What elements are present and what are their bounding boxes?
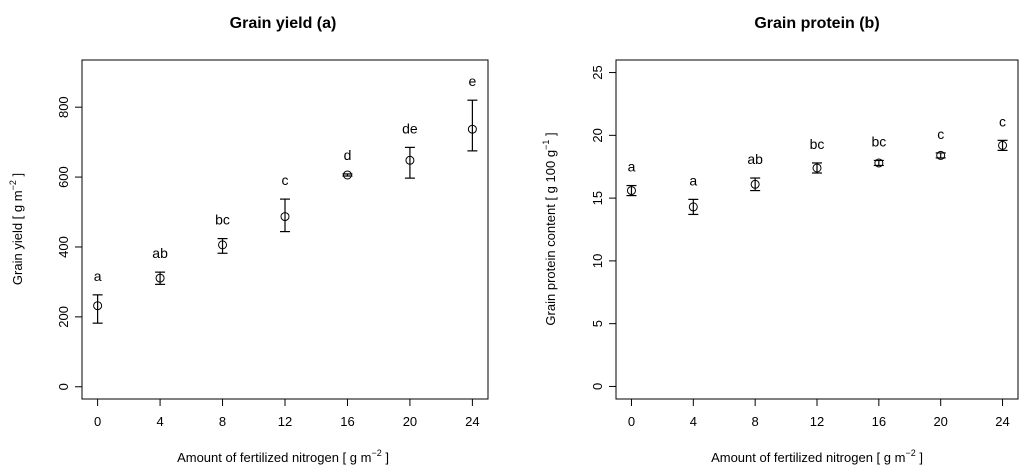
x-tick-label: 24 <box>995 414 1009 429</box>
x-tick-label: 16 <box>340 414 354 429</box>
chart-title: Grain protein (b) <box>754 15 879 32</box>
data-point <box>626 186 636 196</box>
x-tick-label: 20 <box>403 414 417 429</box>
significance-letter: bc <box>871 133 886 149</box>
y-axis-label: Grain protein content [ g 100 g−1 ] <box>541 132 558 325</box>
x-tick-label: 16 <box>872 414 886 429</box>
data-point <box>936 150 946 160</box>
y-tick-label: 0 <box>56 383 71 390</box>
x-tick-label: 8 <box>219 414 226 429</box>
chart-title: Grain yield (a) <box>230 15 337 32</box>
significance-letter: c <box>937 126 944 142</box>
x-tick-label: 20 <box>933 414 947 429</box>
data-marks: a a ab bc bc c c <box>626 113 1008 216</box>
data-point <box>280 212 290 222</box>
data-marks: a ab bc c d de e <box>92 73 478 324</box>
significance-letter: ab <box>152 245 168 261</box>
y-tick-label: 200 <box>56 306 71 328</box>
panel-grain-yield: Grain yield (a) 0 200 400 600 800 0 4 8 12 16 20 2… <box>8 15 489 465</box>
x-tick-label: 12 <box>810 414 824 429</box>
plot-frame <box>615 59 1019 400</box>
significance-letter: a <box>94 268 102 284</box>
significance-letter: a <box>689 172 697 188</box>
x-tick-label: 4 <box>690 414 697 429</box>
significance-letter: a <box>628 159 636 175</box>
x-tick-label: 0 <box>628 414 635 429</box>
x-tick-label: 24 <box>465 414 479 429</box>
y-tick-label: 25 <box>590 65 605 79</box>
data-point <box>342 170 352 180</box>
y-tick-label: 400 <box>56 236 71 258</box>
y-axis: 0 5 10 15 20 25 <box>590 65 616 390</box>
significance-letter: d <box>344 147 352 163</box>
data-point <box>688 202 698 212</box>
x-tick-label: 0 <box>94 414 101 429</box>
y-tick-label: 800 <box>56 96 71 118</box>
y-tick-label: 10 <box>590 254 605 268</box>
significance-letter: e <box>468 73 476 89</box>
significance-letter: de <box>402 120 418 136</box>
x-tick-label: 12 <box>278 414 292 429</box>
x-axis-label: Amount of fertilized nitrogen [ g m−2 ] <box>711 448 923 465</box>
significance-letter: bc <box>215 212 230 228</box>
data-point <box>874 158 884 168</box>
significance-letter: c <box>282 172 289 188</box>
y-axis: 0 200 400 600 800 <box>56 96 82 390</box>
data-point <box>155 273 165 283</box>
y-tick-label: 600 <box>56 166 71 188</box>
x-tick-label: 4 <box>156 414 163 429</box>
y-tick-label: 5 <box>590 320 605 327</box>
y-tick-label: 15 <box>590 191 605 205</box>
x-axis: 0 4 8 12 16 20 24 <box>94 399 480 429</box>
y-tick-label: 0 <box>590 383 605 390</box>
data-point <box>812 163 822 173</box>
panel-grain-protein: Grain protein (b) 0 5 10 15 20 25 0 4 8 12 16 20 24… <box>541 15 1019 465</box>
data-point <box>405 155 415 165</box>
data-point <box>467 124 477 134</box>
significance-letter: bc <box>810 136 825 152</box>
y-tick-label: 20 <box>590 128 605 142</box>
y-axis-label: Grain yield [ g m−2 ] <box>8 173 25 285</box>
data-point <box>218 240 228 250</box>
data-point <box>93 301 103 311</box>
x-axis: 0 4 8 12 16 20 24 <box>628 399 1010 429</box>
x-tick-label: 8 <box>752 414 759 429</box>
x-axis-label: Amount of fertilized nitrogen [ g m−2 ] <box>177 448 389 465</box>
significance-letter: c <box>999 113 1006 129</box>
significance-letter: ab <box>747 151 763 167</box>
data-point <box>998 140 1008 150</box>
data-point <box>750 179 760 189</box>
